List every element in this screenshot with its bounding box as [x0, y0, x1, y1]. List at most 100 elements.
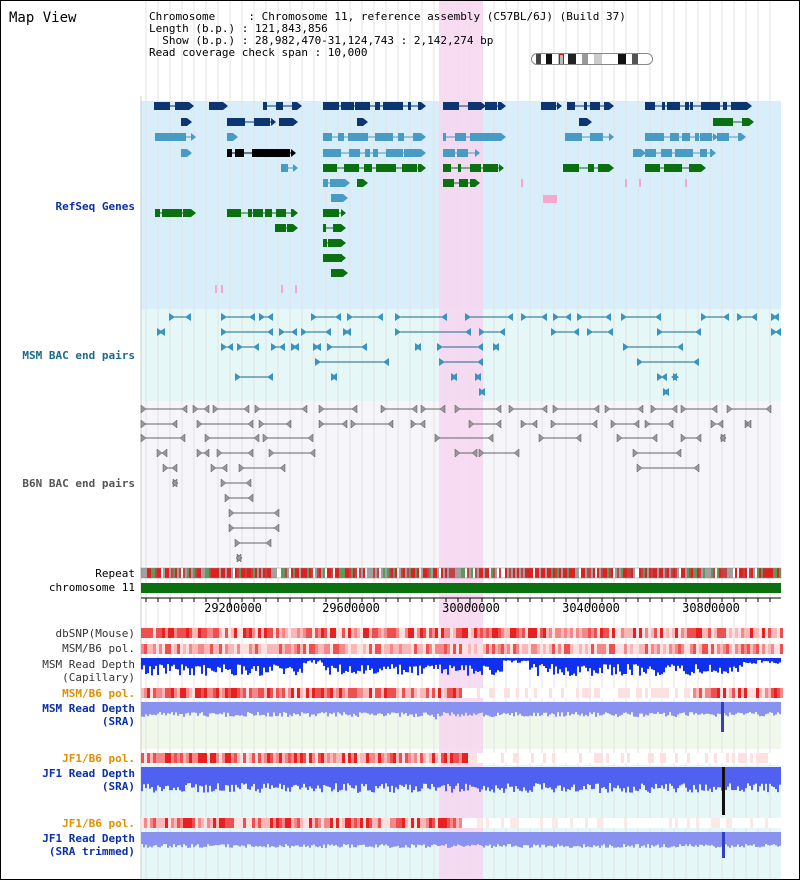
msm-pol-bin — [555, 644, 558, 654]
jf1-trim-depth-bar — [757, 832, 759, 847]
msm-cap-depth-bar — [733, 658, 735, 667]
jf1-pol-bin — [444, 753, 447, 763]
repeat-block — [223, 568, 225, 578]
jf1-sra-depth-bar — [307, 767, 309, 790]
msm-sra-depth-bar — [749, 702, 751, 713]
msm-cap-depth-bar — [141, 658, 143, 670]
msm-pol-bin — [648, 644, 651, 654]
track-label-repeat[interactable]: Repeat — [95, 567, 135, 580]
jf1-sra-depth-bar — [373, 767, 375, 793]
msm-cap-depth-bar — [201, 658, 203, 674]
msm-pol-bin — [300, 644, 303, 654]
jf1-trim-pol-bin — [708, 818, 711, 828]
track-label-dbsnp[interactable]: dbSNP(Mouse) — [55, 627, 135, 640]
track-label-msm-b6-pol-sra[interactable]: MSM/B6 pol. — [62, 687, 135, 700]
msm-sra-depth-bar — [557, 702, 559, 713]
jf1-pol-bin — [465, 753, 468, 763]
dbsnp-bin — [705, 628, 708, 638]
jf1-sra-depth-bar — [653, 767, 655, 789]
jf1-trim-pol-bin — [384, 818, 387, 828]
gene-exon — [383, 102, 403, 110]
chromosome-ideogram[interactable] — [531, 53, 653, 65]
track-label-jf1-b6-pol[interactable]: JF1/B6 pol. — [62, 752, 135, 765]
msm-pol-bin — [390, 644, 393, 654]
track-label-chromosome[interactable]: chromosome 11 — [48, 581, 135, 594]
track-label-b6n-bac[interactable]: B6N BAC end pairs — [22, 477, 135, 490]
repeat-block — [459, 568, 461, 578]
track-label-msm-depth-sra[interactable]: MSM Read Depth (SRA) — [42, 702, 135, 728]
repeat-block — [629, 568, 631, 578]
msm-sra-depth-bar — [447, 702, 449, 714]
track-label-msm-bac[interactable]: MSM BAC end pairs — [22, 349, 135, 362]
track-label-msm-b6-pol-cap[interactable]: MSM/B6 pol. — [62, 642, 135, 655]
msm-sra-pol-bin — [381, 688, 384, 698]
msm-sra-pol-bin — [684, 688, 687, 698]
track-label-msm-depth-cap[interactable]: MSM Read Depth (Capillary) — [42, 658, 135, 684]
jf1-trim-depth-bar — [697, 832, 699, 848]
msm-cap-depth-bar — [267, 658, 269, 673]
jf1-pol-bin — [696, 753, 699, 763]
gene-strand-arrow — [291, 149, 296, 157]
jf1-trim-depth-bar — [581, 832, 583, 848]
dbsnp-bin — [213, 628, 216, 638]
jf1-pol-bin — [360, 753, 363, 763]
msm-pol-bin — [621, 644, 624, 654]
repeat-block — [549, 568, 551, 578]
repeat-block — [493, 568, 495, 578]
msm-sra-depth-bar — [237, 702, 239, 716]
msm-cap-depth-bar — [295, 658, 297, 676]
jf1-trim-pol-bin — [279, 818, 282, 828]
repeat-block — [743, 568, 745, 578]
bac-end — [185, 313, 191, 321]
msm-sra-pol-bin — [612, 688, 615, 698]
jf1-pol-bin — [408, 753, 411, 763]
jf1-pol-bin — [210, 753, 213, 763]
repeat-block — [409, 568, 411, 578]
msm-cap-depth-bar — [713, 658, 715, 671]
dbsnp-bin — [498, 628, 501, 638]
jf1-sra-depth-bar — [507, 767, 509, 784]
track-label-jf1-depth-trim[interactable]: JF1 Read Depth (SRA trimmed) — [42, 832, 135, 858]
jf1-pol-bin — [510, 753, 513, 763]
gene-strand-arrow — [421, 102, 426, 110]
msm-cap-depth-bar — [293, 658, 295, 672]
msm-sra-pol-bin — [624, 688, 627, 698]
jf1-sra-depth-bar — [537, 767, 539, 784]
jf1-pol-bin — [489, 753, 492, 763]
repeat-block — [453, 568, 455, 578]
jf1-trim-pol-bin — [195, 818, 198, 828]
jf1-trim-depth-bar — [209, 832, 211, 846]
jf1-sra-depth-bar — [649, 767, 651, 793]
msm-sra-pol-bin — [153, 688, 156, 698]
msm-sra-depth-bar — [277, 702, 279, 717]
track-label-refseq[interactable]: RefSeq Genes — [55, 200, 135, 213]
track-label-jf1-b6-pol-trim[interactable]: JF1/B6 pol. — [62, 817, 135, 830]
repeat-block — [523, 568, 525, 578]
jf1-trim-depth-bar — [535, 832, 537, 846]
msm-sra-pol-bin — [441, 688, 444, 698]
msm-sra-depth-bar — [241, 702, 243, 716]
gene-exon — [661, 149, 672, 157]
gene-exon — [723, 102, 727, 110]
repeat-block — [593, 568, 595, 578]
msm-cap-depth-bar — [449, 658, 451, 666]
msm-sra-pol-bin — [183, 688, 186, 698]
dbsnp-bin — [252, 628, 255, 638]
msm-sra-pol-bin — [351, 688, 354, 698]
msm-sra-pol-bin — [714, 688, 717, 698]
msm-pol-bin — [603, 644, 606, 654]
jf1-pol-bin — [567, 753, 570, 763]
track-label-jf1-depth-sra[interactable]: JF1 Read Depth (SRA) — [42, 767, 135, 793]
bac-end — [637, 358, 643, 366]
gene-exon — [579, 118, 587, 126]
repeat-block — [465, 568, 467, 578]
jf1-trim-depth-bar — [559, 832, 561, 847]
msm-pol-bin — [384, 644, 387, 654]
jf1-trim-depth-bar — [445, 832, 447, 845]
msm-sra-pol-bin — [300, 688, 303, 698]
msm-sra-depth-bar — [281, 702, 283, 717]
repeat-block — [741, 568, 743, 578]
jf1-trim-depth-bar — [649, 832, 651, 848]
msm-sra-pol-bin — [405, 688, 408, 698]
jf1-trim-depth-bar — [667, 832, 669, 848]
